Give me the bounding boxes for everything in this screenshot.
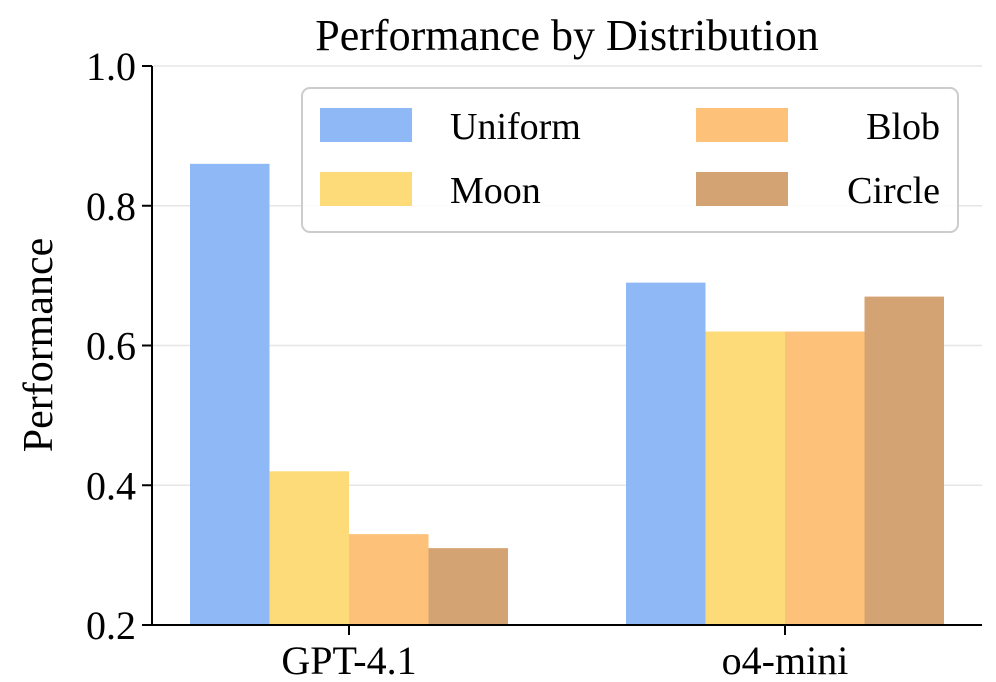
legend-label-blob: Blob <box>866 106 940 148</box>
legend-swatch-moon <box>320 172 412 206</box>
y-tick-label: 1.0 <box>86 44 136 89</box>
legend: Uniform Moon Blob Circle <box>301 87 959 233</box>
legend-label-uniform: Uniform <box>450 106 581 148</box>
bar-moon-o4-mini <box>705 331 785 625</box>
bar-circle-gpt-4.1 <box>428 548 508 625</box>
x-tick-label: GPT-4.1 <box>281 638 416 682</box>
legend-swatch-uniform <box>320 108 412 142</box>
bar-moon-gpt-4.1 <box>269 471 349 625</box>
x-tick-label: o4-mini <box>722 638 849 682</box>
legend-label-circle: Circle <box>847 170 940 212</box>
bar-blob-o4-mini <box>785 331 865 625</box>
bars <box>190 163 944 625</box>
legend-swatch-circle <box>696 172 788 206</box>
legend-swatch-blob <box>696 108 788 142</box>
y-tick-label: 0.2 <box>86 603 136 648</box>
legend-box <box>301 87 959 233</box>
y-tick-label: 0.4 <box>86 463 136 508</box>
y-tick-label: 0.8 <box>86 184 136 229</box>
bar-uniform-o4-mini <box>626 282 706 625</box>
y-axis-label: Performance <box>16 238 62 453</box>
chart-title: Performance by Distribution <box>315 11 818 60</box>
bar-circle-o4-mini <box>864 296 944 625</box>
ticks: 0.2 0.4 0.6 0.8 1.0 GPT-4.1 o4-mini <box>86 44 848 682</box>
bar-uniform-gpt-4.1 <box>190 163 270 625</box>
y-tick-label: 0.6 <box>86 324 136 369</box>
bar-blob-gpt-4.1 <box>349 534 429 625</box>
legend-label-moon: Moon <box>450 170 541 212</box>
